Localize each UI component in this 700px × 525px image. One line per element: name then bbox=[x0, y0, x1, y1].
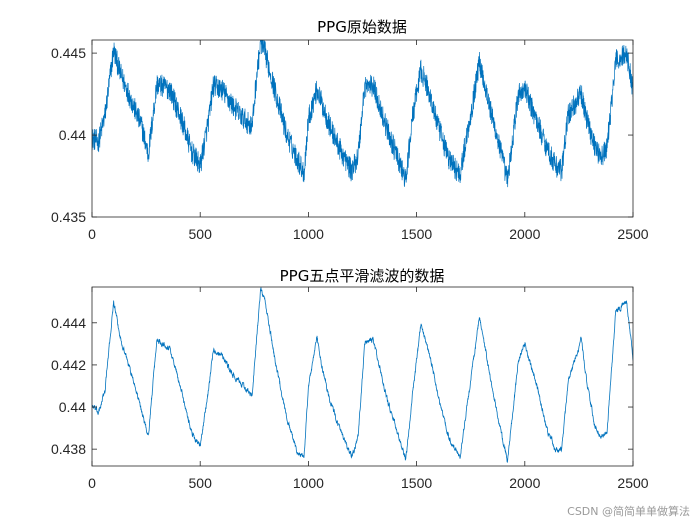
x-tick-label: 1500 bbox=[401, 226, 432, 242]
series-line bbox=[92, 287, 633, 464]
y-tick-label: 0.438 bbox=[51, 441, 86, 457]
series-layer bbox=[92, 40, 633, 188]
x-tick-label: 2000 bbox=[509, 226, 540, 242]
y-tick-label: 0.44 bbox=[59, 127, 86, 143]
x-tick-label: 1500 bbox=[401, 475, 432, 491]
x-tick-label: 1000 bbox=[293, 226, 324, 242]
chart-title: PPG原始数据 bbox=[317, 18, 407, 36]
x-tick-label: 2500 bbox=[617, 475, 648, 491]
tick-layer: 0 500 1000 1500 2000 2500 0.438 0.44 0.442 0.444 bbox=[51, 287, 649, 491]
series-layer bbox=[92, 287, 633, 464]
series-line bbox=[92, 40, 633, 188]
y-tick-label: 0.44 bbox=[59, 399, 86, 415]
x-tick-label: 500 bbox=[189, 475, 213, 491]
y-tick-label: 0.442 bbox=[51, 357, 86, 373]
chart-title: PPG五点平滑滤波的数据 bbox=[280, 267, 445, 285]
x-tick-label: 500 bbox=[189, 226, 213, 242]
watermark-text: CSDN @简简单单做算法 bbox=[567, 505, 690, 518]
x-tick-label: 1000 bbox=[293, 475, 324, 491]
x-tick-label: 2000 bbox=[509, 475, 540, 491]
x-tick-label: 0 bbox=[88, 475, 96, 491]
x-tick-label: 0 bbox=[88, 226, 96, 242]
axes-frame bbox=[91, 286, 634, 467]
y-tick-label: 0.444 bbox=[51, 315, 86, 331]
chart-raw-ppg: PPG原始数据 0 500 1000 1500 2000 2500 0.435 0.44 0.4… bbox=[51, 18, 649, 242]
tick-layer: 0 500 1000 1500 2000 2500 0.435 0.44 0.445 bbox=[51, 40, 649, 242]
chart-smoothed-ppg: PPG五点平滑滤波的数据 0 500 1000 1500 2000 2500 0.438 0.… bbox=[51, 267, 649, 491]
y-tick-label: 0.435 bbox=[51, 209, 86, 225]
axes-frame bbox=[91, 39, 634, 218]
x-tick-label: 2500 bbox=[617, 226, 648, 242]
y-tick-label: 0.445 bbox=[51, 45, 86, 61]
